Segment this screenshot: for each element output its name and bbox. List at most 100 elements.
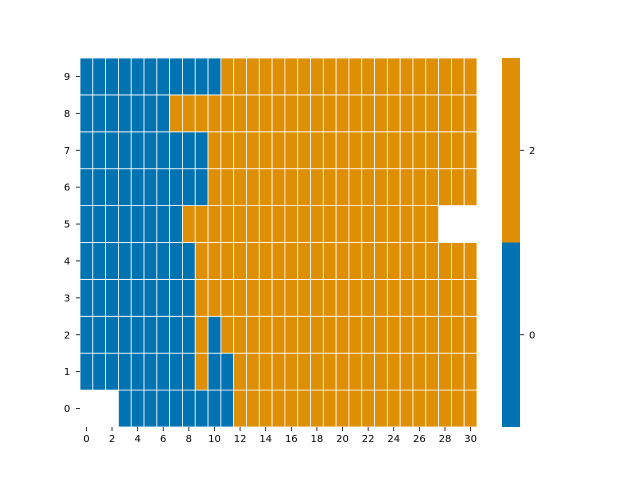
heatmap-cell: [297, 94, 311, 133]
heatmap-cell: [233, 389, 247, 428]
heatmap-cell: [284, 205, 299, 243]
colorbar-tick-label: 0: [529, 330, 535, 341]
heatmap-cell: [194, 205, 209, 243]
heatmap-cell: [310, 205, 324, 243]
heatmap-cell: [463, 94, 478, 133]
heatmap-cell: [233, 94, 247, 133]
heatmap-cell: [463, 278, 478, 317]
heatmap-cell: [348, 315, 363, 354]
heatmap-cell: [271, 315, 286, 354]
heatmap-cell: [182, 242, 196, 280]
heatmap-cell: [386, 168, 401, 206]
heatmap-cell: [118, 131, 132, 170]
heatmap-cell: [130, 242, 145, 280]
heatmap-cell: [348, 94, 363, 133]
heatmap-cell: [169, 242, 183, 280]
heatmap-cell: [118, 57, 132, 96]
heatmap-cell: [284, 352, 299, 391]
x-tick-label: 26: [413, 434, 426, 445]
heatmap-cell: [233, 315, 247, 354]
heatmap-cell: [156, 389, 171, 428]
heatmap-cell: [425, 242, 439, 280]
heatmap-cell: [156, 168, 171, 206]
heatmap-cell: [450, 389, 465, 428]
heatmap-cell: [310, 168, 324, 206]
heatmap-cell: [246, 168, 260, 206]
heatmap-cell: [450, 242, 465, 280]
heatmap-cell: [374, 352, 388, 391]
heatmap-cell: [105, 94, 119, 133]
heatmap-cell: [79, 205, 94, 243]
heatmap-cell: [258, 278, 273, 317]
heatmap-cell: [105, 315, 119, 354]
heatmap-cell: [297, 278, 311, 317]
heatmap-cell: [220, 242, 235, 280]
heatmap-cell: [258, 94, 273, 133]
heatmap-cell: [169, 352, 183, 391]
heatmap-cell: [335, 205, 350, 243]
heatmap-cell: [169, 94, 183, 133]
heatmap-cell: [374, 242, 388, 280]
heatmap-cell: [258, 57, 273, 96]
heatmap-cell: [182, 131, 196, 170]
heatmap-cell: [79, 131, 94, 170]
heatmap-cell: [246, 242, 260, 280]
heatmap-cell: [207, 389, 222, 428]
heatmap-cell: [386, 389, 401, 428]
heatmap-cell: [207, 315, 222, 354]
heatmap-cell: [233, 57, 247, 96]
heatmap-cell: [207, 57, 222, 96]
heatmap-cell: [169, 389, 183, 428]
x-tick-label: 24: [387, 434, 400, 445]
heatmap-cell: [194, 278, 209, 317]
colorbar: 02: [502, 58, 535, 427]
heatmap-cell: [310, 57, 324, 96]
heatmap-cell: [79, 278, 94, 317]
heatmap-cell: [297, 205, 311, 243]
heatmap-cell: [386, 242, 401, 280]
heatmap-cell: [233, 278, 247, 317]
heatmap-cell: [374, 168, 388, 206]
heatmap-cell: [284, 315, 299, 354]
heatmap-cell: [118, 94, 132, 133]
heatmap-cell: [92, 315, 107, 354]
heatmap-cell: [207, 131, 222, 170]
heatmap-cell: [246, 389, 260, 428]
heatmap-cell: [92, 205, 107, 243]
heatmap-cell: [233, 168, 247, 206]
heatmap-cell: [374, 57, 388, 96]
heatmap-cell: [79, 352, 94, 391]
heatmap-cell: [450, 352, 465, 391]
heatmap-cells: [79, 57, 478, 428]
heatmap-cell: [143, 278, 158, 317]
y-axis: 0 1 2 3 4 5 6 7 8 9: [64, 72, 80, 415]
x-tick-label: 4: [134, 434, 140, 445]
heatmap-cell: [297, 315, 311, 354]
heatmap-cell: [246, 315, 260, 354]
heatmap-cell: [463, 242, 478, 280]
heatmap-cell: [92, 242, 107, 280]
heatmap-cell: [169, 315, 183, 354]
heatmap-cell: [310, 352, 324, 391]
heatmap-cell: [92, 131, 107, 170]
heatmap-cell: [207, 242, 222, 280]
heatmap-cell: [182, 168, 196, 206]
heatmap-cell: [322, 131, 337, 170]
heatmap-cell: [412, 278, 427, 317]
heatmap-cell: [399, 278, 414, 317]
heatmap-cell: [425, 168, 439, 206]
heatmap-cell: [348, 57, 363, 96]
heatmap-cell: [194, 242, 209, 280]
heatmap-cell: [463, 389, 478, 428]
heatmap-cell: [233, 205, 247, 243]
heatmap-cell: [130, 94, 145, 133]
heatmap-cell: [92, 278, 107, 317]
y-tick-label: 0: [64, 404, 70, 415]
heatmap-cell: [335, 94, 350, 133]
heatmap-cell: [143, 57, 158, 96]
x-tick-label: 8: [186, 434, 192, 445]
heatmap-cell: [271, 57, 286, 96]
heatmap-cell: [220, 57, 235, 96]
heatmap-cell: [438, 94, 452, 133]
heatmap-cell: [220, 94, 235, 133]
